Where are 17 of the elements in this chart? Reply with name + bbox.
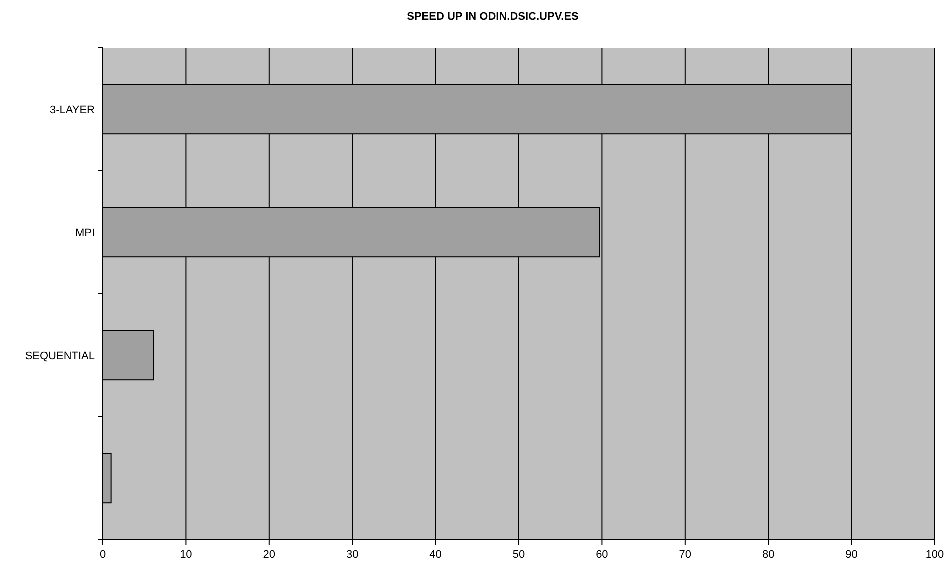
chart-title: SPEED UP IN ODIN.DSIC.UPV.ES xyxy=(407,11,579,23)
x-tick-label: 60 xyxy=(596,549,608,561)
x-tick-label: 10 xyxy=(180,549,192,561)
x-tick-label: 100 xyxy=(926,549,944,561)
x-tick-label: 30 xyxy=(346,549,359,561)
x-tick-label: 80 xyxy=(762,549,775,561)
y-tick-label: 3-LAYER xyxy=(50,104,96,116)
x-tick-label: 50 xyxy=(512,549,526,561)
bar xyxy=(102,453,112,504)
y-tick-label: MPI xyxy=(75,227,95,240)
x-tick-label: 90 xyxy=(846,549,858,561)
x-tick-label: 0 xyxy=(100,549,106,561)
x-tick-label: 40 xyxy=(430,549,442,561)
x-tick-label: 20 xyxy=(263,549,276,561)
y-tick-label: SEQUENTIAL xyxy=(25,350,95,362)
bar xyxy=(102,330,154,381)
x-tick-label: 70 xyxy=(679,549,692,561)
